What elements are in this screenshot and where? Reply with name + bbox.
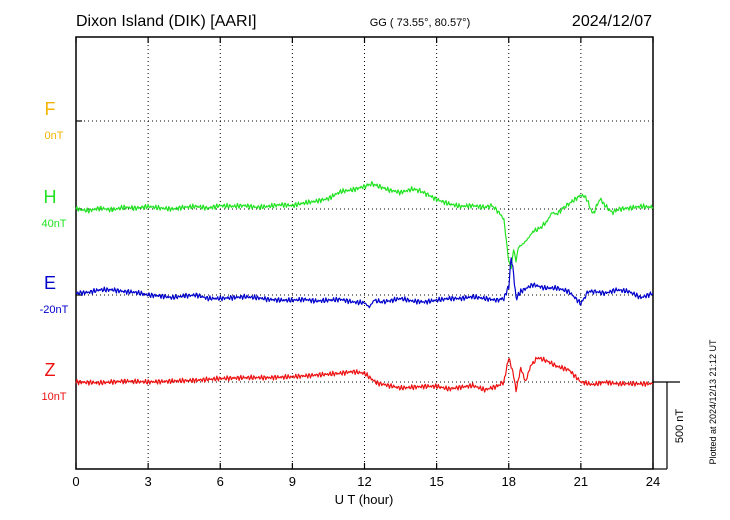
- station-title: Dixon Island (DIK) [AARI]: [76, 13, 257, 30]
- x-tick-label-24: 24: [646, 474, 660, 489]
- series-label-z: Z: [45, 360, 56, 380]
- z-component-trace: [75, 356, 654, 393]
- plot-date: 2024/12/07: [572, 13, 652, 30]
- x-tick-label-21: 21: [574, 474, 588, 489]
- series-label-e: E: [44, 273, 56, 293]
- e-component-trace: [75, 257, 654, 309]
- series-label-h: H: [44, 187, 57, 207]
- x-tick-label-15: 15: [429, 474, 443, 489]
- x-tick-label-6: 6: [217, 474, 224, 489]
- geographic-coords: GG ( 73.55°, 80.57°): [370, 17, 471, 29]
- plotted-timestamp: Plotted at 2024/12/13 21:12 UT: [708, 339, 718, 465]
- x-axis-label: U T (hour): [335, 492, 394, 507]
- x-axis-ticks: [75, 37, 654, 469]
- x-tick-label-9: 9: [289, 474, 296, 489]
- vertical-gridlines: [147, 37, 582, 469]
- baseline-label-f: 0nT: [45, 130, 64, 142]
- baseline-label-z: 10nT: [41, 391, 66, 403]
- x-tick-label-18: 18: [502, 474, 516, 489]
- horizontal-baselines: [76, 120, 653, 383]
- baseline-label-e: -20nT: [40, 304, 69, 316]
- series-label-f: F: [45, 99, 56, 119]
- h-component-trace: [75, 181, 654, 270]
- x-axis-tick-labels: 0 3 6 9 12 15 18 21 24: [72, 474, 660, 489]
- scale-label: 500 nT: [674, 409, 686, 444]
- baseline-label-h: 40nT: [41, 218, 66, 230]
- x-tick-label-3: 3: [145, 474, 152, 489]
- x-tick-label-0: 0: [72, 474, 79, 489]
- x-tick-label-12: 12: [357, 474, 371, 489]
